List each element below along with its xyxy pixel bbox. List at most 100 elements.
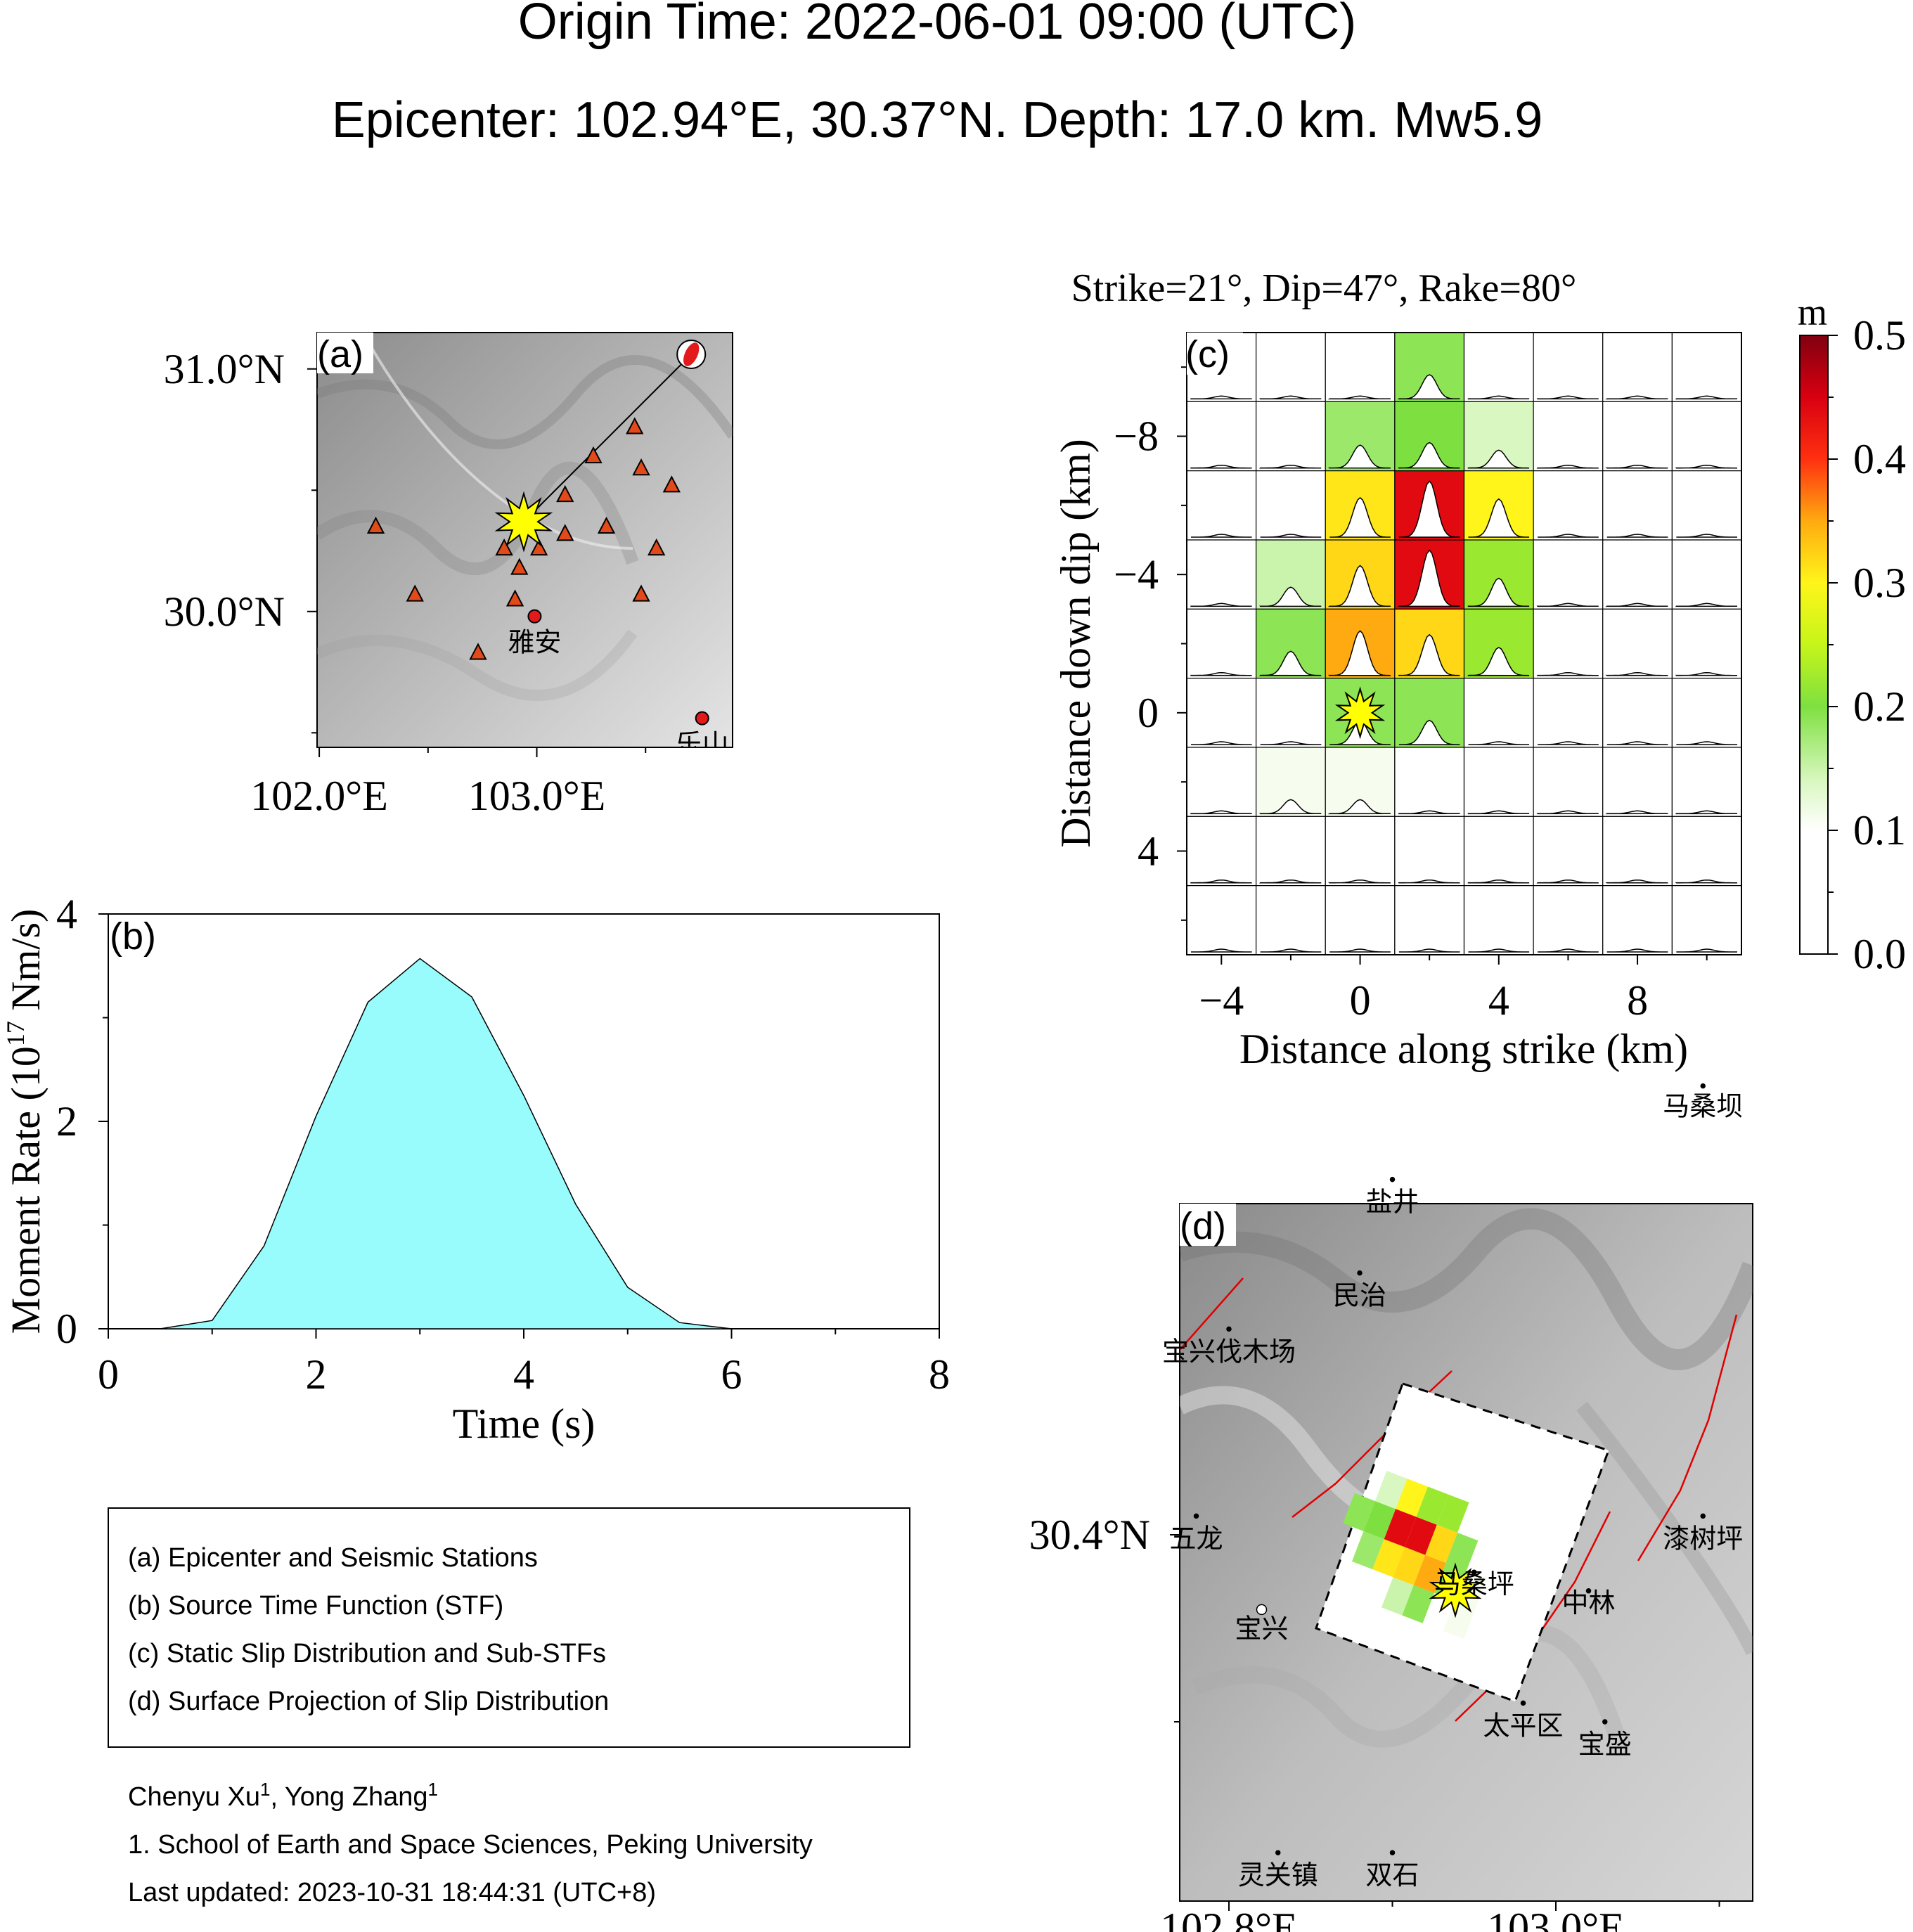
sub-stf-curve	[1329, 496, 1391, 538]
panel-c-title: Strike=21°, Dip=47°, Rake=80°	[1071, 266, 1577, 310]
sub-stf-curve	[1536, 603, 1599, 607]
slip-cell	[1602, 470, 1673, 541]
xtick-label: 8	[1627, 977, 1648, 1024]
slip-cell	[1671, 401, 1742, 472]
place-marker	[1602, 1719, 1608, 1725]
colorbar-tick-label: 0.4	[1853, 436, 1906, 482]
legend-item: (b) Source Time Function (STF)	[128, 1591, 503, 1621]
hypocenter-star-shape	[1334, 686, 1386, 740]
slip-cell	[1533, 332, 1604, 402]
xtick-label: 103.0°E	[1487, 1905, 1625, 1932]
panel-a-label: (a)	[317, 333, 363, 375]
legend-frame	[108, 1507, 910, 1748]
legend-box: (a) Epicenter and Seismic Stations (b) So…	[108, 1507, 910, 1748]
beachball-quadrant	[683, 342, 700, 366]
ylabel-main: Moment Rate (10	[3, 1046, 49, 1334]
sub-stf-curve	[1327, 879, 1391, 884]
place-label: 中林	[1561, 1589, 1615, 1618]
place-label: 盐井	[1365, 1188, 1419, 1218]
slip-cell	[1533, 885, 1604, 955]
sub-stf-curve	[1327, 444, 1391, 469]
author-2-sup: 1	[427, 1779, 437, 1800]
place-label: 灵关镇	[1238, 1861, 1318, 1891]
place-label: 宝盛	[1578, 1730, 1632, 1760]
sub-stf-curve	[1606, 534, 1668, 538]
place-names: 马桑坝盐井民治宝兴伐木场五龙漆树坪马桑坪中林宝兴太平区宝盛灵关镇双石隆兴	[1162, 1083, 1743, 1891]
station-triangle	[626, 417, 644, 434]
sub-stf-curve	[1190, 810, 1252, 815]
slip-cell	[1256, 816, 1326, 887]
panel-b: (b) 0 2 4 6 8 0 2 4 Time (s) Moment Rate (1017 …	[1, 891, 950, 1447]
sub-stf-curve	[1605, 810, 1668, 815]
epicenter-star	[494, 491, 553, 553]
slip-cell	[1671, 816, 1742, 887]
place-label: 太平区	[1483, 1711, 1563, 1741]
sub-stf-curve	[1258, 799, 1322, 815]
station-triangle	[406, 584, 424, 602]
slip-cell	[1256, 470, 1326, 541]
panel-d-axes: 30.4°N 102.8°E 103.0°E	[1029, 1347, 1720, 1932]
hypocenter-star	[1334, 686, 1386, 740]
sub-stf-curve	[1327, 630, 1391, 676]
place-label: 宝兴	[1235, 1614, 1288, 1644]
sub-stf-curve	[1536, 395, 1599, 400]
sub-stf-curve	[1676, 948, 1737, 953]
xtick-label: 0	[1350, 977, 1371, 1024]
sub-stf-curve	[1606, 741, 1668, 745]
slip-cell	[1671, 470, 1742, 541]
slip-cell	[1533, 539, 1604, 610]
slip-cell	[1186, 678, 1257, 748]
slip-cell	[1671, 608, 1742, 679]
sub-stf-curve	[1398, 442, 1460, 469]
projected-slip-cell	[1381, 1577, 1414, 1616]
place-marker	[1226, 1326, 1232, 1332]
sub-stf-curve	[1327, 799, 1391, 815]
projected-slip-cell	[1405, 1516, 1437, 1555]
city-marker	[695, 711, 709, 726]
place-label: 五龙	[1169, 1524, 1223, 1554]
xtick-label: 2	[306, 1351, 327, 1398]
place-label: 马桑坪	[1434, 1570, 1514, 1599]
projected-slip-cell	[1384, 1509, 1417, 1547]
slip-cell	[1671, 747, 1742, 817]
place-marker	[1700, 1513, 1706, 1519]
sub-stf-curve	[1675, 810, 1738, 815]
sub-stf-curve	[1260, 741, 1322, 745]
sub-stf-curve	[1327, 565, 1391, 607]
xtick-label: −4	[1199, 977, 1244, 1024]
sub-stf-curve	[1398, 948, 1460, 953]
sub-stf-curve	[1536, 810, 1599, 815]
sub-stf-curve	[1260, 948, 1322, 953]
panel-c-xlabel: Distance along strike (km)	[1239, 1026, 1688, 1072]
fault-plane-projection	[1315, 1382, 1610, 1703]
station-triangle	[510, 558, 529, 575]
sub-stf-curve	[1467, 810, 1530, 815]
sub-stf-curve	[1467, 879, 1530, 884]
sub-stf-curve	[1398, 810, 1460, 815]
sub-stf-curve	[1676, 741, 1737, 745]
place-marker	[1389, 1850, 1396, 1855]
projected-slip-cell	[1402, 1585, 1435, 1623]
sub-stf-curve	[1675, 671, 1738, 676]
sub-stf-curve	[1190, 879, 1252, 884]
slip-cell	[1256, 401, 1326, 472]
colorbar-tick-label: 0.0	[1853, 931, 1906, 977]
station-triangle	[469, 643, 487, 660]
colorbar	[1799, 335, 1829, 955]
xtick-label: 103.0°E	[468, 773, 606, 819]
panel-b-axes: 0 2 4 6 8 0 2 4	[56, 891, 950, 1398]
credits-updated: Last updated: 2023-10-31 18:44:31 (UTC+8…	[128, 1878, 656, 1907]
epicenter-star	[1429, 1562, 1482, 1618]
projected-slip-cell	[1352, 1531, 1384, 1570]
sub-stf-curve	[1467, 395, 1530, 400]
station-triangle	[366, 516, 385, 534]
slip-cell	[1671, 885, 1742, 955]
author-2: , Yong Zhang	[270, 1782, 427, 1812]
panel-c-ylabel: Distance down dip (km)	[1052, 439, 1099, 848]
sub-stf-curve	[1605, 464, 1668, 469]
ytick-label: 0	[56, 1306, 77, 1352]
sub-stf-curve	[1258, 586, 1322, 607]
colorbar-tick-label: 0.2	[1853, 683, 1906, 730]
panel-a-axes: 31.0°N 30.0°N 102.0°E 103.0°E	[164, 346, 647, 819]
ytick-label: 31.0°N	[164, 346, 285, 392]
